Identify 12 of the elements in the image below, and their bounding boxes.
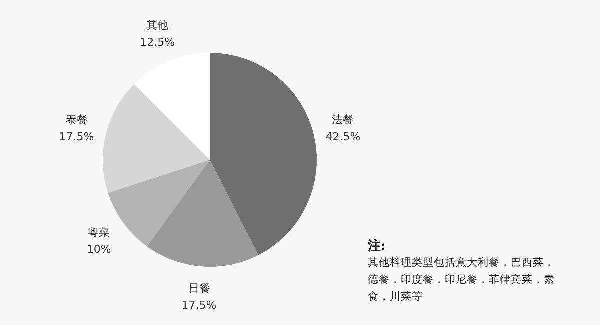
- slice-label: 粤菜: [88, 226, 110, 240]
- text: 其他料理类型包括意大利餐，巴西菜，德餐，印度餐，印尼餐，菲律宾菜，素食，川菜等: [368, 256, 556, 305]
- slice-label: 法餐: [332, 114, 354, 127]
- data-label: 42.5%: [326, 130, 361, 144]
- slice-label: 日餐: [188, 282, 210, 296]
- slice-label: 其他: [146, 18, 169, 32]
- text: 注:: [368, 238, 387, 255]
- data-label: 17.5%: [182, 299, 217, 312]
- slice-label: 泰餐: [66, 114, 88, 127]
- data-label: 12.5%: [140, 36, 176, 49]
- data-label: 10%: [86, 243, 112, 256]
- data-label: 17.5%: [59, 130, 94, 144]
